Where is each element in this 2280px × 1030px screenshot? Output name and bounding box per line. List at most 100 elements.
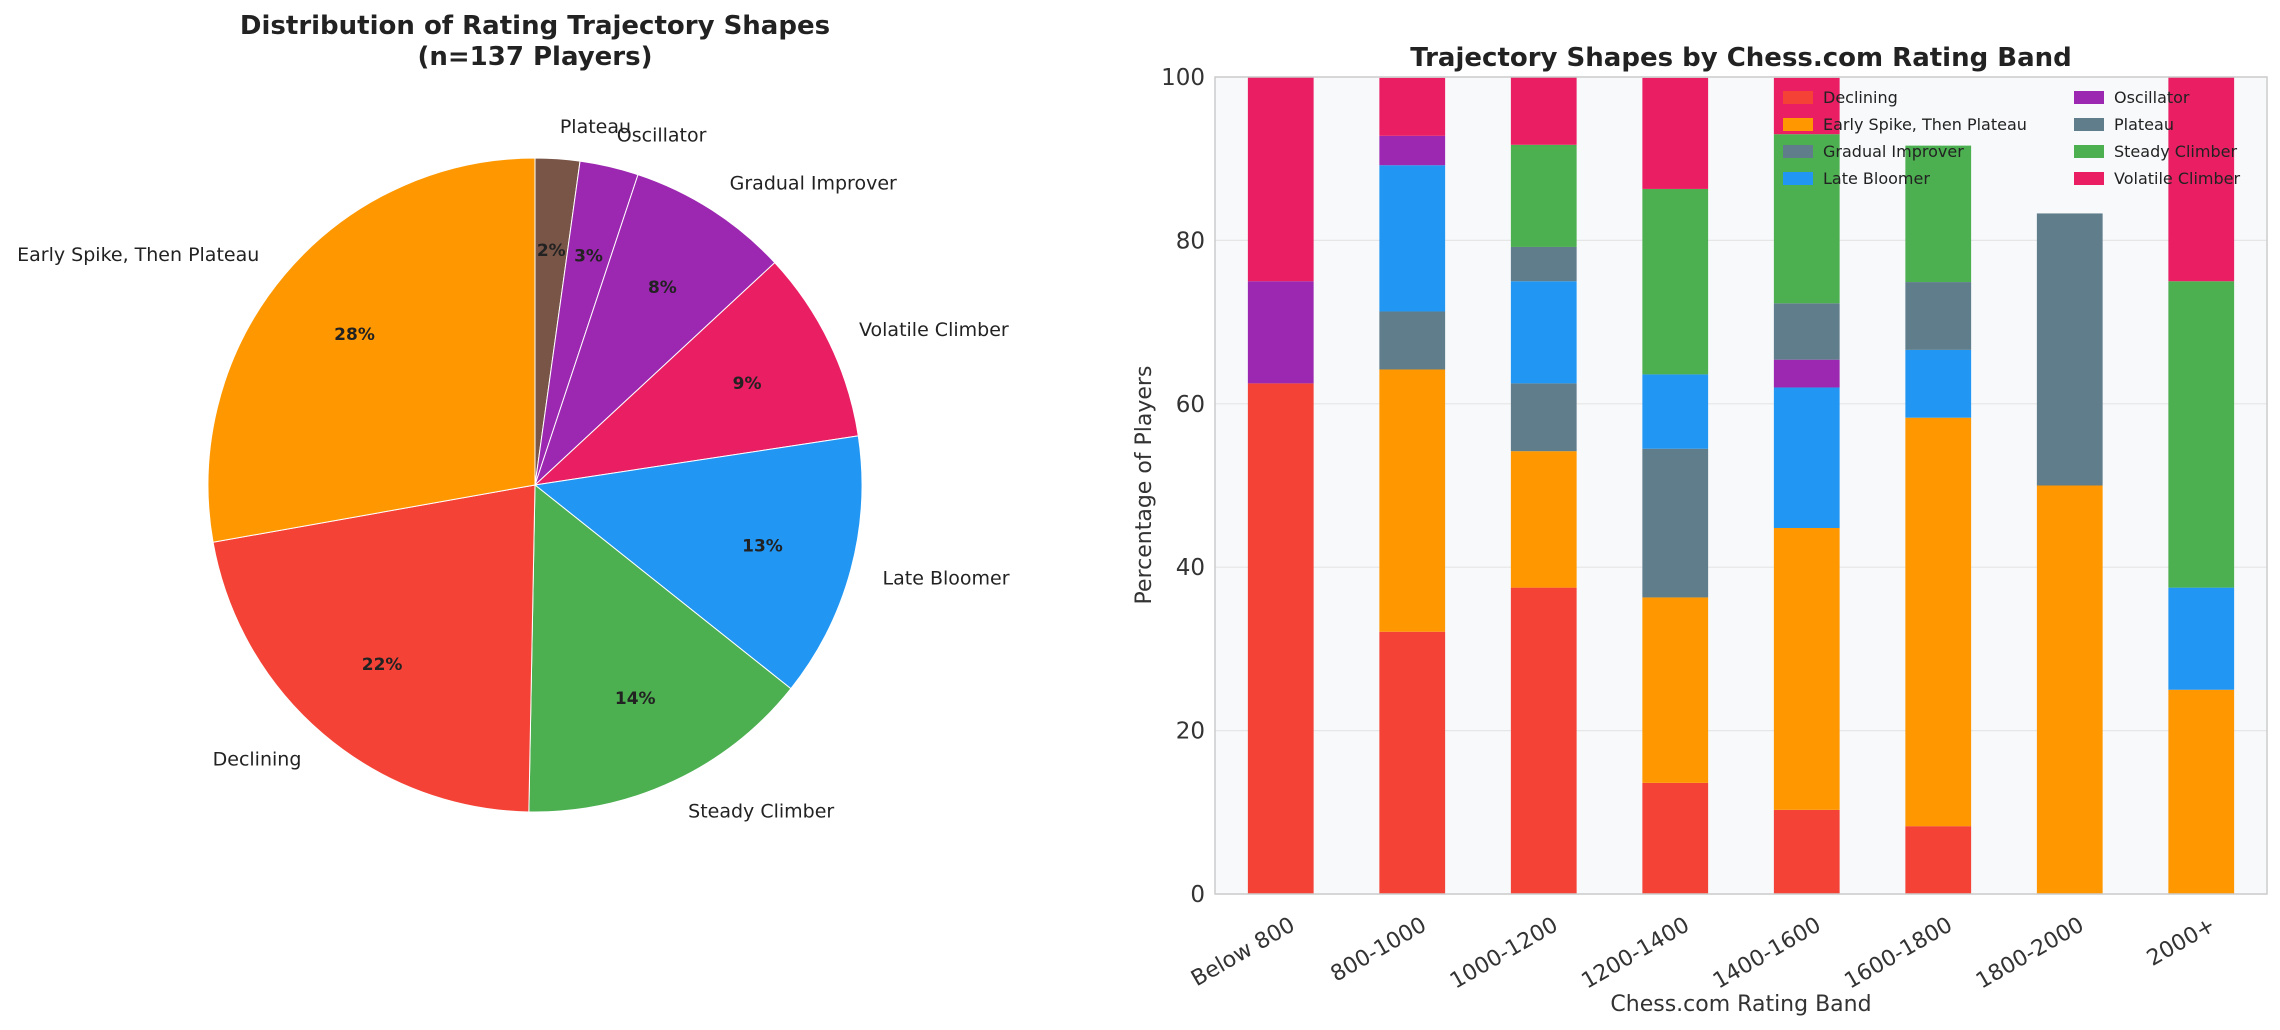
bar-1400-1600-declining <box>1773 809 1840 894</box>
x-tick-label-800-1000: 800-1000 <box>1327 913 1431 988</box>
bar-1600-1800-late-bloomer <box>1905 349 1972 418</box>
x-tick-label-1000-1200: 1000-1200 <box>1446 913 1562 995</box>
y-tick-label-80: 80 <box>1176 228 1205 254</box>
y-tick-label-60: 60 <box>1176 392 1205 418</box>
pie-percent-label-declining: 22% <box>362 655 403 675</box>
bar-segments <box>1247 77 2235 894</box>
pie-category-label-volatile-climber: Volatile Climber <box>859 319 1009 341</box>
bar-1000-1200-declining <box>1510 587 1577 894</box>
legend-label-oscillator: Oscillator <box>2114 88 2190 107</box>
bar-1400-1600-oscillator <box>1773 359 1840 388</box>
bar-2000-volatile-climber <box>2168 77 2235 282</box>
legend-label-late-bloomer: Late Bloomer <box>1823 169 1930 188</box>
x-tick-label-1600-1800: 1600-1800 <box>1840 913 1956 995</box>
pie-category-label-gradual-improver: Gradual Improver <box>730 173 897 195</box>
bar-chart-title: Trajectory Shapes by Chess.com Rating Ba… <box>1410 43 2072 73</box>
bar-1200-1400-late-bloomer <box>1642 374 1709 449</box>
legend-swatch-steady-climber <box>2074 145 2104 158</box>
legend: Declining Early Spike, Then Plateau Gradua… <box>1783 88 2240 188</box>
bar-1200-1400-volatile-climber <box>1642 77 1709 189</box>
pie-slices <box>207 157 863 813</box>
legend-swatch-gradual-improver <box>1783 145 1813 158</box>
legend-swatch-early-spike-then-plateau <box>1783 118 1813 131</box>
legend-swatch-volatile-climber <box>2074 172 2104 185</box>
pie-category-label-early-spike-then-plateau: Early Spike, Then Plateau <box>17 244 259 266</box>
plot-area-background <box>1215 77 2267 894</box>
pie-slice-early-spike-then-plateau <box>207 157 536 543</box>
y-tick-label-0: 0 <box>1190 882 1205 908</box>
pie-slice-declining <box>212 484 536 813</box>
bar-1600-1800-plateau <box>1905 282 1972 350</box>
pie-category-label-late-bloomer: Late Bloomer <box>883 568 1010 590</box>
bar-1000-1200-plateau <box>1510 246 1577 282</box>
bar-1000-1200-early-spike-then-plateau <box>1510 451 1577 588</box>
bar-1600-1800-steady-climber <box>1905 145 1972 283</box>
bar-1600-1800-early-spike-then-plateau <box>1905 417 1972 827</box>
bar-800-1000-volatile-climber <box>1379 77 1446 136</box>
pie-slice-gradual-improver <box>534 174 776 486</box>
bar-1200-1400-declining <box>1642 782 1709 894</box>
bar-800-1000-oscillator <box>1379 135 1446 166</box>
pie-slice-late-bloomer <box>533 435 863 690</box>
legend-label-volatile-climber: Volatile Climber <box>2114 169 2240 188</box>
bar-800-1000-late-bloomer <box>1379 165 1446 312</box>
x-tick-label-1200-1400: 1200-1400 <box>1577 913 1693 995</box>
pie-percent-label-early-spike-then-plateau: 28% <box>334 325 375 345</box>
pie-category-label-steady-climber: Steady Climber <box>688 800 834 822</box>
y-tick-labels: 0 20 40 60 80 100 <box>1161 65 1205 908</box>
bar-1400-1600-steady-climber <box>1773 134 1840 304</box>
pie-category-label-plateau: Plateau <box>560 116 631 138</box>
bar-800-1000-declining <box>1379 631 1446 894</box>
x-tick-label-below-800: Below 800 <box>1187 913 1299 992</box>
x-tick-label-1400-1600: 1400-1600 <box>1709 913 1825 995</box>
bar-1400-1600-late-bloomer <box>1773 387 1840 528</box>
x-tick-label-1800-2000: 1800-2000 <box>1972 913 2088 995</box>
bar-1600-1800-declining <box>1905 826 1972 894</box>
pie-chart-title: Distribution of Rating Trajectory Shapes… <box>240 11 830 72</box>
y-tick-label-20: 20 <box>1176 719 1205 745</box>
bar-1000-1200-volatile-climber <box>1510 77 1577 145</box>
legend-swatch-plateau <box>2074 118 2104 131</box>
bar-1000-1200-steady-climber <box>1510 144 1577 247</box>
bar-below-800-volatile-climber <box>1247 77 1314 282</box>
bar-1200-1400-steady-climber <box>1642 188 1709 375</box>
bar-2000-late-bloomer <box>2168 587 2235 690</box>
bar-2000-early-spike-then-plateau <box>2168 689 2235 894</box>
bar-800-1000-early-spike-then-plateau <box>1379 369 1446 632</box>
y-tick-label-40: 40 <box>1176 555 1205 581</box>
pie-percent-label-oscillator: 3% <box>574 247 603 267</box>
plot-area-frame <box>1214 76 2268 895</box>
legend-swatch-oscillator <box>2074 91 2104 104</box>
pie-labels: 2% Plateau 3% Oscillator 8% Gradual Improver 9… <box>17 116 1010 822</box>
bar-1000-1200-late-bloomer <box>1510 281 1577 384</box>
pie-slice-steady-climber <box>528 483 792 813</box>
x-tick-labels: Below 800 800-1000 1000-1200 1200-1400 1400-… <box>1187 913 2220 995</box>
y-axis-label: Percentage of Players <box>1132 366 1157 605</box>
pie-category-label-oscillator: Oscillator <box>617 125 707 147</box>
bar-1400-1600-early-spike-then-plateau <box>1773 527 1840 810</box>
bar-1200-1400-gradual-improver <box>1642 448 1709 598</box>
bar-1800-2000-plateau <box>2036 213 2103 486</box>
pie-percent-label-plateau: 2% <box>537 241 566 261</box>
legend-label-early-spike-then-plateau: Early Spike, Then Plateau <box>1823 115 2027 134</box>
legend-label-declining: Declining <box>1823 88 1898 107</box>
bar-1800-2000-early-spike-then-plateau <box>2036 485 2103 894</box>
bar-2000-steady-climber <box>2168 281 2235 588</box>
legend-swatch-late-bloomer <box>1783 172 1813 185</box>
pie-percent-label-volatile-climber: 9% <box>733 374 762 394</box>
bar-below-800-declining <box>1247 383 1314 894</box>
pie-chart-panel: Distribution of Rating Trajectory Shapes… <box>17 11 1010 822</box>
y-tick-label-100: 100 <box>1161 65 1205 91</box>
pie-percent-label-gradual-improver: 8% <box>648 278 677 298</box>
pie-category-label-declining: Declining <box>213 749 302 771</box>
x-axis-label: Chess.com Rating Band <box>1610 992 1871 1017</box>
pie-slice-volatile-climber <box>533 261 859 486</box>
bar-1200-1400-early-spike-then-plateau <box>1642 597 1709 783</box>
x-tick-label-2000: 2000+ <box>2143 913 2220 972</box>
legend-label-steady-climber: Steady Climber <box>2114 142 2237 161</box>
bar-1400-1600-plateau <box>1773 303 1840 360</box>
bar-1000-1200-gradual-improver <box>1510 383 1577 452</box>
bar-below-800-oscillator <box>1247 281 1314 384</box>
